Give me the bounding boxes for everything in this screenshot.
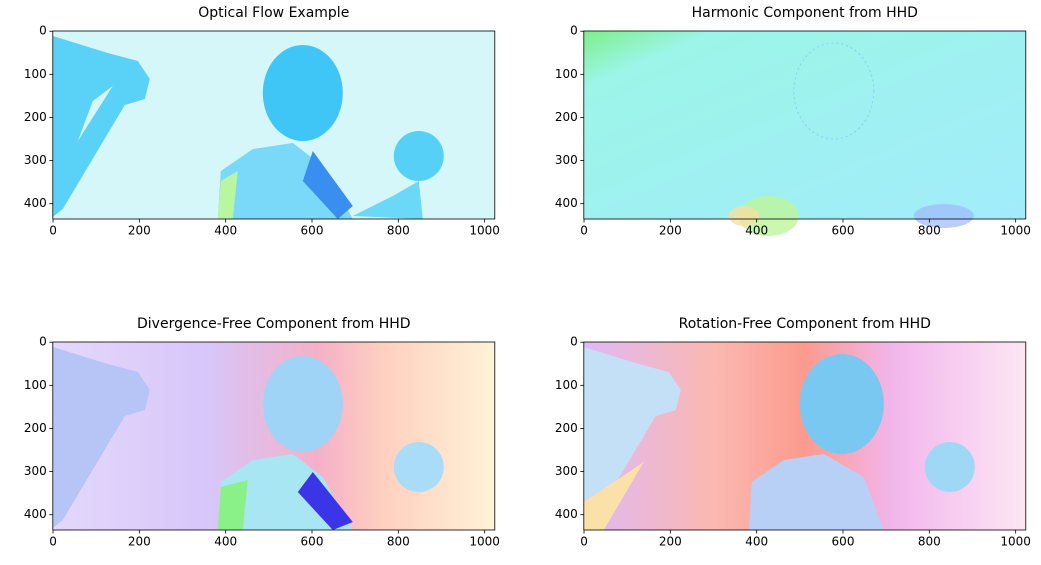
x-tick-label: 1000: [1000, 224, 1031, 238]
y-tick-label: 300: [24, 153, 47, 167]
x-tick-label: 0: [49, 224, 57, 238]
chart-title: Harmonic Component from HHD: [692, 5, 918, 21]
y-tick-label: 300: [555, 153, 578, 167]
x-tick-label: 0: [580, 224, 588, 238]
x-tick-label: 800: [387, 535, 410, 549]
x-tick-label: 0: [580, 535, 588, 549]
y-tick-label: 400: [24, 196, 47, 210]
y-tick-label: 200: [555, 421, 578, 435]
x-tick-label: 1000: [469, 224, 500, 238]
image: [52, 342, 495, 530]
y-tick-label: 200: [24, 421, 47, 435]
x-tick-label: 800: [387, 224, 410, 238]
y-tick-label: 0: [570, 335, 578, 349]
y-tick-label: 200: [555, 110, 578, 124]
x-tick-label: 600: [301, 224, 324, 238]
x-tick-label: 400: [745, 224, 768, 238]
x-tick-label: 200: [128, 535, 151, 549]
y-tick-label: 0: [570, 24, 578, 38]
x-tick-label: 600: [832, 535, 855, 549]
axes-frame: [583, 341, 1027, 531]
x-tick-label: 800: [918, 535, 941, 549]
y-tick-label: 300: [24, 464, 47, 478]
x-tick-label: 600: [832, 224, 855, 238]
x-tick-label: 400: [745, 535, 768, 549]
image: [583, 342, 1026, 530]
x-tick-label: 200: [128, 224, 151, 238]
x-tick-label: 600: [301, 535, 324, 549]
y-tick-label: 300: [555, 464, 578, 478]
y-tick-label: 100: [24, 378, 47, 392]
image: [583, 31, 1026, 236]
y-tick-label: 400: [555, 507, 578, 521]
y-tick-label: 0: [39, 24, 47, 38]
chart-title: Divergence-Free Component from HHD: [137, 316, 411, 332]
y-tick-label: 100: [555, 378, 578, 392]
axes-frame: [52, 341, 496, 531]
x-tick-label: 200: [659, 535, 682, 549]
chart-title: Optical Flow Example: [198, 5, 349, 21]
x-tick-label: 800: [918, 224, 941, 238]
axes-frame: [52, 30, 496, 220]
x-tick-label: 400: [214, 224, 237, 238]
y-tick-label: 100: [555, 67, 578, 81]
x-tick-label: 200: [659, 224, 682, 238]
x-tick-label: 400: [214, 535, 237, 549]
y-tick-label: 400: [555, 196, 578, 210]
x-tick-label: 1000: [1000, 535, 1031, 549]
axes-frame: [583, 30, 1027, 220]
x-tick-label: 0: [49, 535, 57, 549]
chart-title: Rotation-Free Component from HHD: [679, 316, 931, 332]
image: [52, 31, 495, 219]
y-tick-label: 0: [39, 335, 47, 349]
y-tick-label: 400: [24, 507, 47, 521]
x-tick-label: 1000: [469, 535, 500, 549]
y-tick-label: 200: [24, 110, 47, 124]
y-tick-label: 100: [24, 67, 47, 81]
